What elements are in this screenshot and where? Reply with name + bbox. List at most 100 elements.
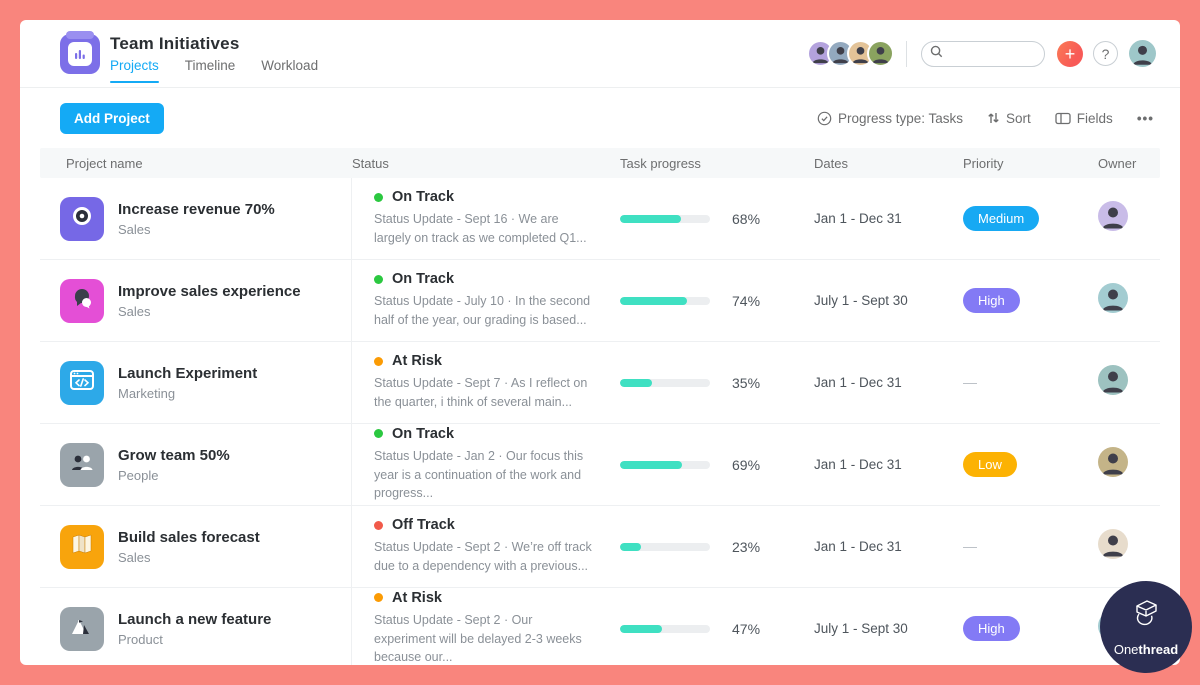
column-header-project[interactable]: Project name xyxy=(66,155,143,171)
fields-card-icon xyxy=(1055,112,1071,125)
priority-badge[interactable]: Low xyxy=(963,452,1017,477)
table-row[interactable]: Increase revenue 70% Sales On Track Stat… xyxy=(40,178,1160,260)
progress-fill xyxy=(620,296,687,305)
sort-label: Sort xyxy=(1006,110,1031,126)
progress-type-control[interactable]: Progress type: Tasks xyxy=(817,111,963,126)
status-label: At Risk xyxy=(392,589,442,606)
help-button[interactable]: ? xyxy=(1093,41,1118,66)
divider xyxy=(906,40,907,67)
project-name[interactable]: Increase revenue 70% xyxy=(118,200,275,218)
status-update-text: Status Update - July 10 · In the second … xyxy=(374,294,591,327)
owner-avatar[interactable] xyxy=(1098,529,1128,559)
table-row[interactable]: Build sales forecast Sales Off Track Sta… xyxy=(40,506,1160,588)
project-name[interactable]: Launch a new feature xyxy=(118,610,272,628)
tab-bar: Projects Timeline Workload xyxy=(110,58,318,83)
table-header-row: Project name Status Task progress Dates … xyxy=(40,148,1160,178)
status-update-text: Status Update - Jan 2 · Our focus this y… xyxy=(374,448,584,501)
project-dates: July 1 - Sept 30 xyxy=(814,293,908,308)
member-avatar[interactable] xyxy=(867,40,894,67)
project-name[interactable]: Improve sales experience xyxy=(118,282,301,300)
project-name[interactable]: Grow team 50% xyxy=(118,446,230,464)
status-update-text: Status Update - Sept 2 · We’re off track… xyxy=(374,540,592,573)
project-dates: Jan 1 - Dec 31 xyxy=(814,211,902,226)
project-dates: Jan 1 - Dec 31 xyxy=(814,539,902,554)
progress-percent: 35% xyxy=(732,374,761,391)
page-header: Team Initiatives Projects Timeline Workloa… xyxy=(20,20,1180,88)
fields-label: Fields xyxy=(1076,110,1113,126)
status-dot xyxy=(374,593,383,603)
sort-arrows-icon xyxy=(987,111,1000,125)
project-name[interactable]: Build sales forecast xyxy=(118,528,260,546)
tab-workload[interactable]: Workload xyxy=(261,58,319,73)
project-team: Sales xyxy=(118,303,151,319)
sort-control[interactable]: Sort xyxy=(987,111,1031,126)
add-project-button[interactable]: Add Project xyxy=(60,102,164,134)
project-name[interactable]: Launch Experiment xyxy=(118,364,258,382)
priority-badge[interactable]: — xyxy=(963,373,977,390)
tab-projects[interactable]: Projects xyxy=(110,58,159,83)
progress-percent: 68% xyxy=(732,210,761,227)
target-icon xyxy=(69,203,95,234)
page-title: Team Initiatives xyxy=(110,34,240,53)
onethread-logo: Onethread xyxy=(1100,581,1192,673)
create-button[interactable]: + xyxy=(1057,40,1083,67)
priority-badge[interactable]: High xyxy=(963,616,1020,641)
status-label: On Track xyxy=(392,271,455,288)
tab-timeline[interactable]: Timeline xyxy=(184,58,236,73)
project-dates: July 1 - Sept 30 xyxy=(814,621,908,636)
project-dates: Jan 1 - Dec 31 xyxy=(814,457,902,472)
progress-fill xyxy=(620,214,682,223)
current-user-avatar[interactable] xyxy=(1129,40,1156,67)
progress-bar xyxy=(620,296,710,305)
status-update-text: Status Update - Sept 7 · As I reflect on… xyxy=(374,376,588,409)
column-header-status[interactable]: Status xyxy=(352,155,389,171)
people-icon xyxy=(69,451,95,478)
progress-percent: 69% xyxy=(732,456,761,473)
owner-avatar[interactable] xyxy=(1098,447,1128,477)
search-input[interactable] xyxy=(948,46,1036,61)
logo-text: Onethread xyxy=(1113,642,1179,657)
progress-percent: 23% xyxy=(732,538,761,555)
project-team: People xyxy=(118,467,159,483)
status-dot xyxy=(374,429,383,439)
status-update-text: Status Update - Sept 16 · We are largely… xyxy=(374,212,587,245)
status-label: On Track xyxy=(392,425,455,442)
owner-avatar[interactable] xyxy=(1098,201,1128,231)
table-row[interactable]: Improve sales experience Sales On Track … xyxy=(40,260,1160,342)
table-row[interactable]: Launch Experiment Marketing At Risk Stat… xyxy=(40,342,1160,424)
priority-badge[interactable]: Medium xyxy=(963,206,1040,231)
status-label: On Track xyxy=(392,189,455,206)
fields-control[interactable]: Fields xyxy=(1055,111,1113,126)
owner-avatar[interactable] xyxy=(1098,365,1128,395)
more-options-button[interactable]: ••• xyxy=(1136,110,1154,126)
check-circle-icon xyxy=(817,111,832,126)
team-initiatives-icon xyxy=(60,30,100,74)
progress-percent: 74% xyxy=(732,292,761,309)
search-box[interactable] xyxy=(921,40,1045,67)
main-window: Team Initiatives Projects Timeline Workloa… xyxy=(20,20,1180,665)
spool-cube-icon xyxy=(1129,597,1163,638)
status-dot xyxy=(374,192,383,202)
column-header-progress[interactable]: Task progress xyxy=(620,155,701,171)
owner-avatar[interactable] xyxy=(1098,283,1128,313)
project-team: Sales xyxy=(118,549,151,565)
project-team: Sales xyxy=(118,221,151,237)
priority-badge[interactable]: — xyxy=(963,537,977,554)
projects-table: Project name Status Task progress Dates … xyxy=(40,148,1160,665)
toolbar: Add Project Progress type: Tasks Sort Fi… xyxy=(20,88,1180,148)
progress-fill xyxy=(620,378,652,387)
status-label: Off Track xyxy=(392,517,455,534)
progress-bar xyxy=(620,378,710,387)
mountain-icon xyxy=(69,614,95,643)
progress-bar xyxy=(620,624,710,633)
progress-type-label: Progress type: Tasks xyxy=(837,110,964,126)
column-header-dates[interactable]: Dates xyxy=(814,155,848,171)
priority-badge[interactable]: High xyxy=(963,288,1020,313)
column-header-priority[interactable]: Priority xyxy=(963,155,1004,171)
table-row[interactable]: Launch a new feature Product At Risk Sta… xyxy=(40,588,1160,665)
member-avatar-group[interactable] xyxy=(807,40,894,67)
column-header-owner[interactable]: Owner xyxy=(1098,155,1137,171)
table-row[interactable]: Grow team 50% People On Track Status Upd… xyxy=(40,424,1160,506)
status-dot xyxy=(374,520,383,530)
progress-bar xyxy=(620,214,710,223)
